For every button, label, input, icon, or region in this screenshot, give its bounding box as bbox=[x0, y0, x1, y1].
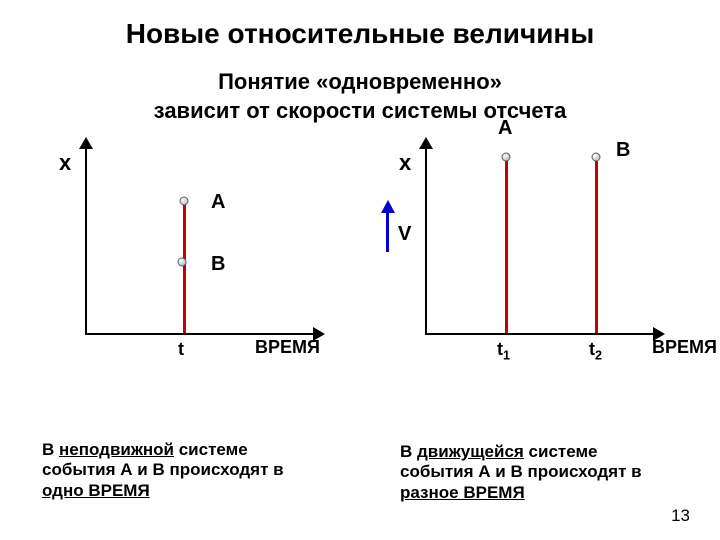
left-label-b: B bbox=[211, 253, 225, 276]
right-label-a: A bbox=[498, 117, 512, 140]
right-bar-a bbox=[505, 159, 508, 333]
x-axis bbox=[85, 333, 315, 335]
right-dot-b bbox=[592, 153, 601, 162]
page-title: Новые относительные величины bbox=[0, 0, 720, 50]
caption-right: В движущейся системе события А и В проис… bbox=[400, 442, 700, 503]
left-chart: x A B t bbox=[65, 135, 325, 355]
y-axis-label: x bbox=[59, 150, 71, 176]
x-axis bbox=[425, 333, 655, 335]
v-arrow-line bbox=[386, 210, 389, 252]
right-chart: x A B t1 t2 bbox=[405, 135, 665, 355]
left-dot-a bbox=[180, 197, 189, 206]
right-time-label: ВРЕМЯ bbox=[652, 337, 717, 358]
left-bar-a bbox=[183, 203, 186, 333]
right-tick-t2: t2 bbox=[589, 339, 602, 363]
y-arrowhead-icon bbox=[79, 137, 93, 149]
right-tick-t1: t1 bbox=[497, 339, 510, 363]
y-axis bbox=[425, 145, 427, 335]
left-label-a: A bbox=[211, 191, 225, 214]
y-arrowhead-icon bbox=[419, 137, 433, 149]
y-axis bbox=[85, 145, 87, 335]
caption-left: В неподвижной системе события А и В прои… bbox=[42, 440, 342, 501]
diagram-area: x A B t ВРЕМЯ V x A B t1 bbox=[0, 135, 720, 375]
slide-number: 13 bbox=[671, 506, 690, 526]
left-time-label: ВРЕМЯ bbox=[255, 337, 320, 358]
page-subtitle: Понятие «одновременно» зависит от скорос… bbox=[0, 68, 720, 125]
subtitle-line1: Понятие «одновременно» bbox=[218, 69, 502, 94]
y-axis-label: x bbox=[399, 150, 411, 176]
right-bar-b bbox=[595, 159, 598, 333]
right-dot-a bbox=[502, 153, 511, 162]
left-tick-t: t bbox=[178, 339, 184, 360]
right-label-b: B bbox=[616, 139, 630, 162]
left-dot-b bbox=[178, 258, 187, 267]
